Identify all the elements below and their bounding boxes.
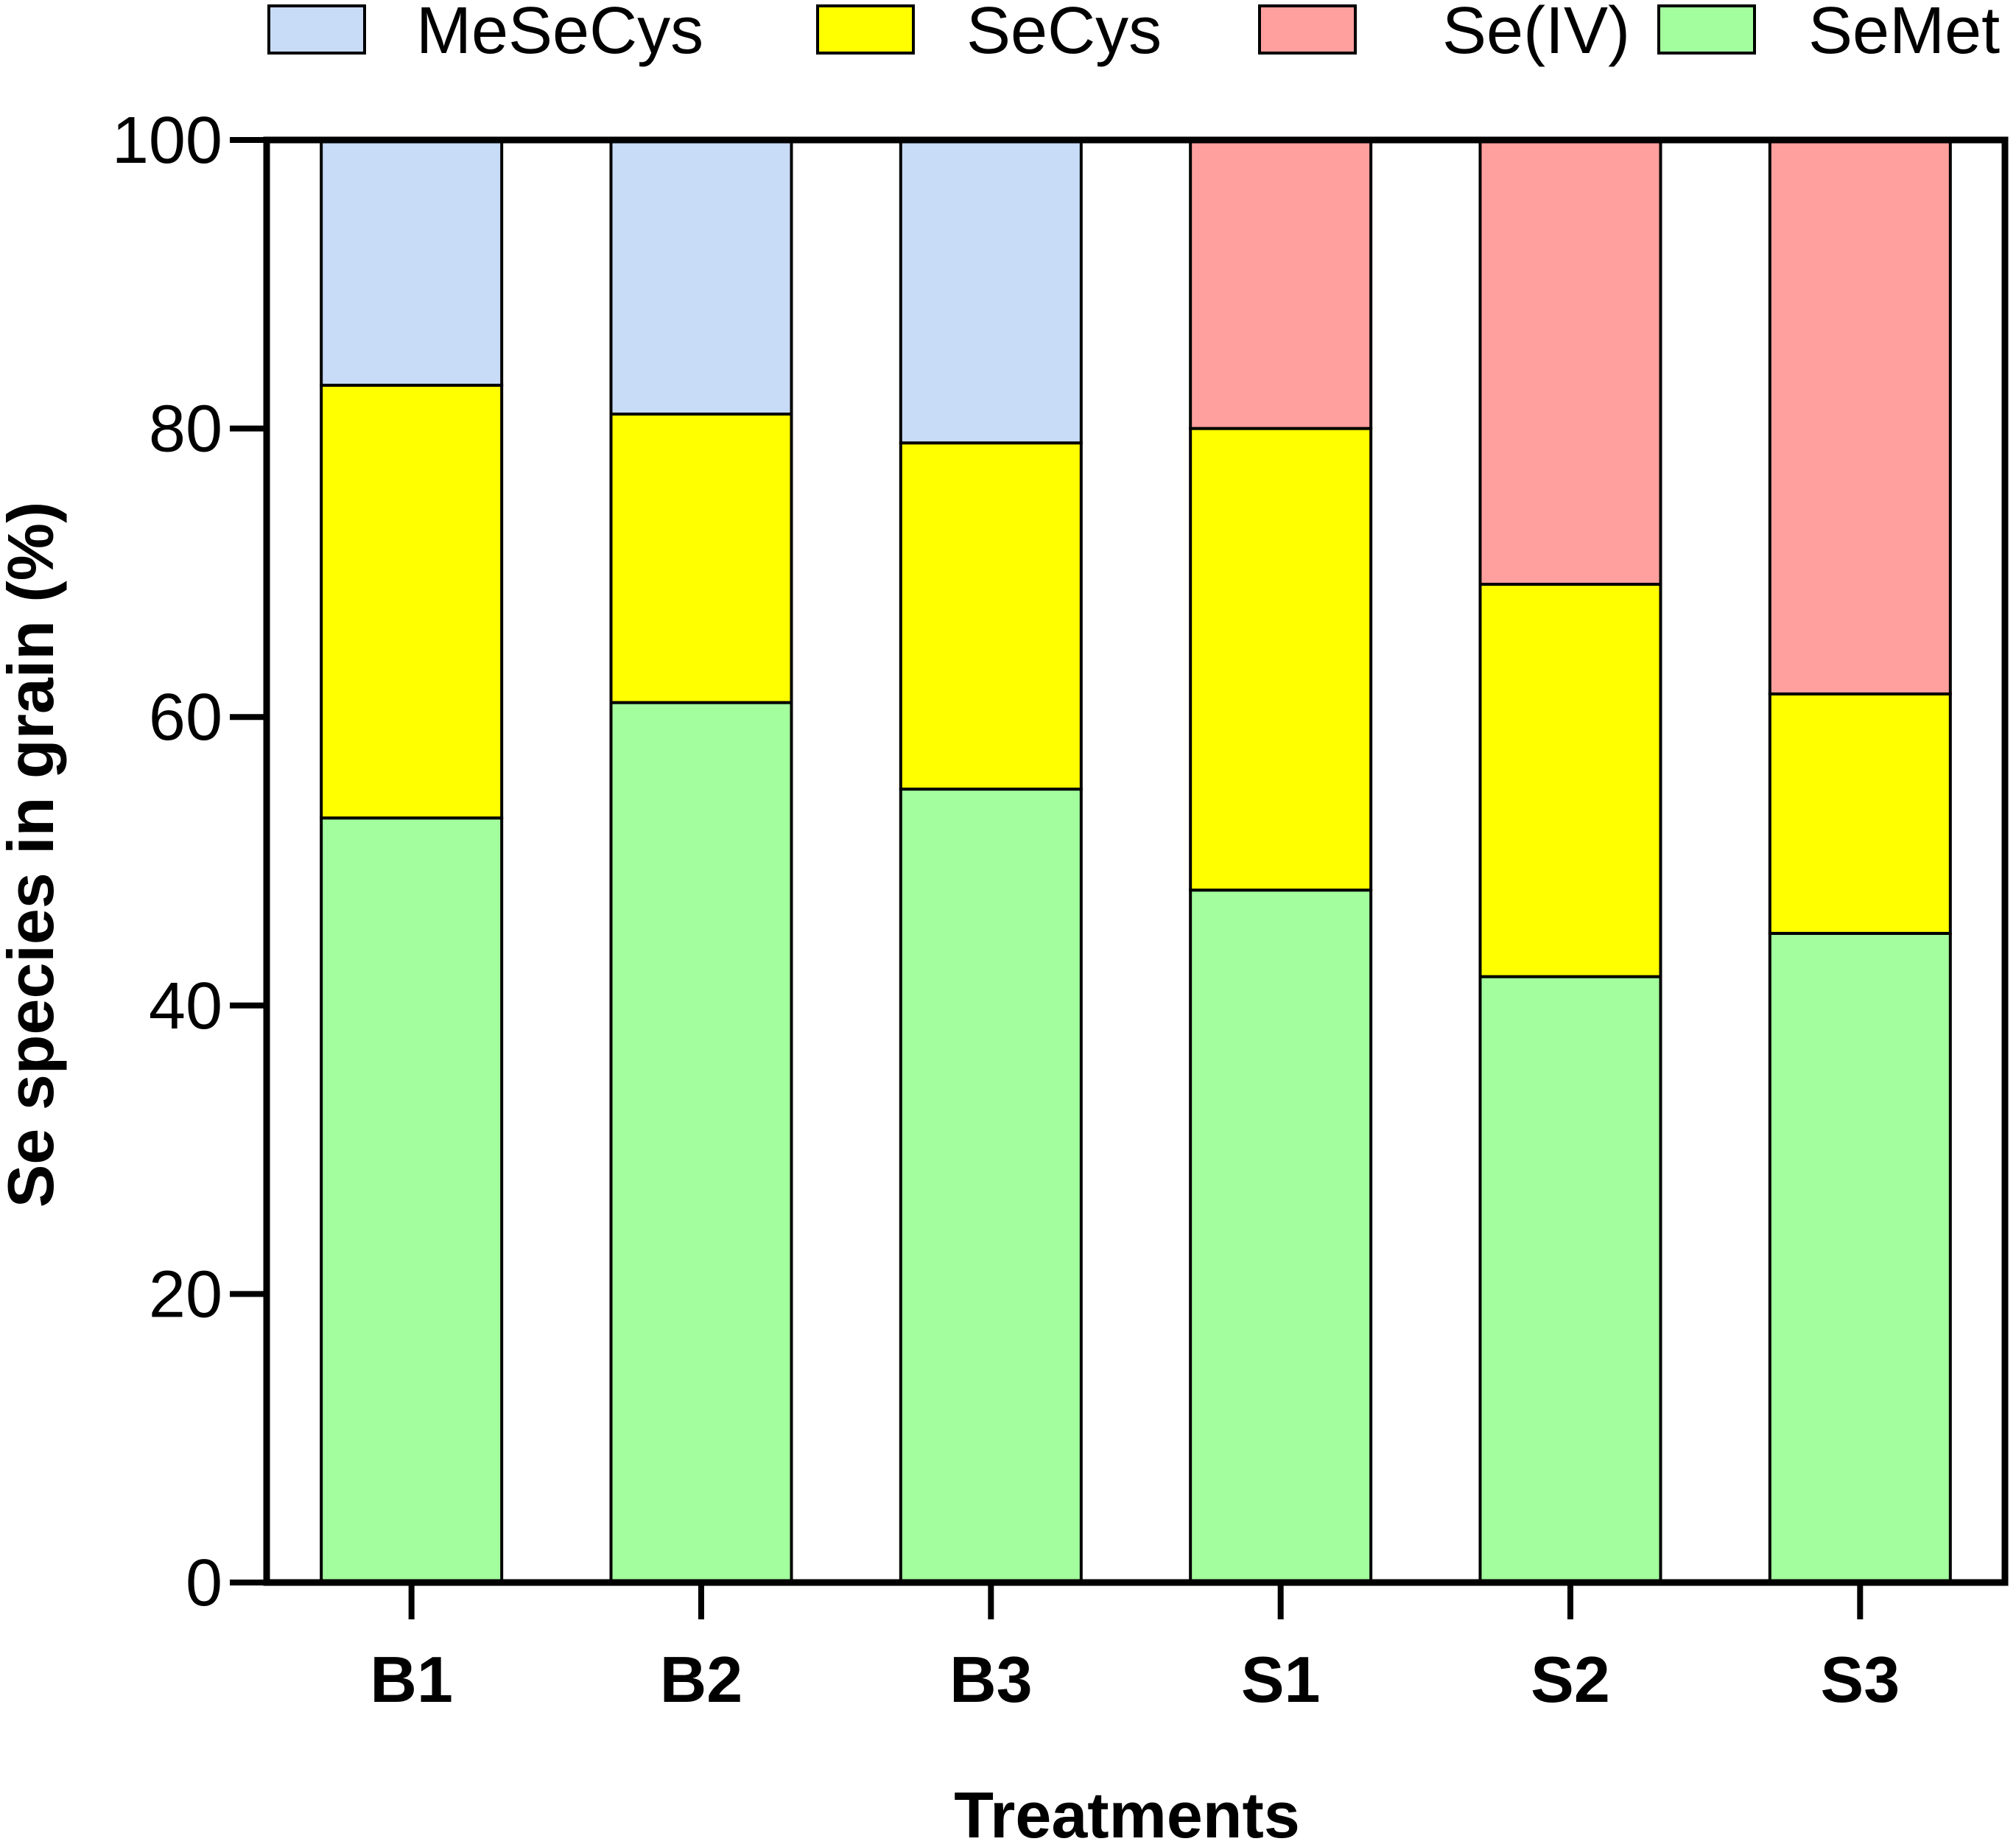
y-tick-label-0: 0	[186, 1546, 222, 1620]
bar-segment-b2-semet	[609, 701, 793, 1584]
legend-swatch-mesecys	[267, 4, 366, 55]
y-axis-ticks: 0 20 40 60 80 100	[112, 104, 267, 1620]
bar-segment-s3-se-iv	[1768, 139, 1952, 695]
x-axis-ticks: B1 B2 B3 S1 S2 S3	[370, 1583, 1900, 1716]
bar-segment-b3-secys	[899, 441, 1083, 791]
bar-segment-s2-secys	[1478, 583, 1662, 978]
legend-swatch-se-iv	[1258, 4, 1357, 55]
bar-segment-s1-semet	[1189, 889, 1373, 1585]
bar-segment-b3-mesecys	[899, 139, 1083, 445]
x-tick-label-s3: S3	[1821, 1643, 1900, 1716]
plot-frame	[263, 136, 2009, 1586]
x-tick-label-s2: S2	[1531, 1643, 1610, 1716]
bar-segment-s2-semet	[1478, 975, 1662, 1584]
bar-segment-s1-se-iv	[1189, 139, 1373, 430]
x-tick-label-b2: B2	[660, 1643, 743, 1716]
legend-label-se-iv: Se(IV)	[1442, 0, 1630, 68]
x-tick-label-b1: B1	[370, 1643, 453, 1716]
legend-swatch-semet	[1657, 4, 1756, 55]
bars	[320, 139, 1952, 1585]
y-tick-label-80: 80	[149, 393, 222, 466]
legend-label-semet: SeMet	[1808, 0, 2000, 68]
bar-segment-b2-mesecys	[609, 139, 793, 416]
y-tick-label-60: 60	[149, 681, 222, 754]
y-axis-title: Se species in grain (%)	[0, 502, 67, 1208]
bar-segment-b1-semet	[320, 816, 504, 1584]
y-tick-label-100: 100	[112, 104, 222, 178]
bar-segment-s3-secys	[1768, 692, 1952, 935]
axes	[263, 136, 2009, 1586]
bar-segment-b1-secys	[320, 383, 504, 820]
bar-segment-b2-secys	[609, 413, 793, 704]
legend-label-mesecys: MeSeCys	[416, 0, 703, 68]
legend-swatch-secys	[816, 4, 915, 55]
bar-segment-b3-semet	[899, 788, 1083, 1584]
x-tick-label-s1: S1	[1241, 1643, 1321, 1716]
bar-segment-s1-secys	[1189, 427, 1373, 892]
bar-segment-s2-se-iv	[1478, 139, 1662, 586]
legend-label-secys: SeCys	[966, 0, 1162, 68]
y-tick-label-20: 20	[149, 1258, 222, 1331]
bar-segment-b1-mesecys	[320, 139, 504, 387]
y-tick-label-40: 40	[149, 970, 222, 1043]
bar-segment-s3-semet	[1768, 931, 1952, 1584]
x-axis-title: Treatments	[954, 1778, 1300, 1843]
x-tick-label-b3: B3	[949, 1643, 1033, 1716]
legend: MeSeCys SeCys Se(IV) SeMet	[267, 0, 2000, 68]
